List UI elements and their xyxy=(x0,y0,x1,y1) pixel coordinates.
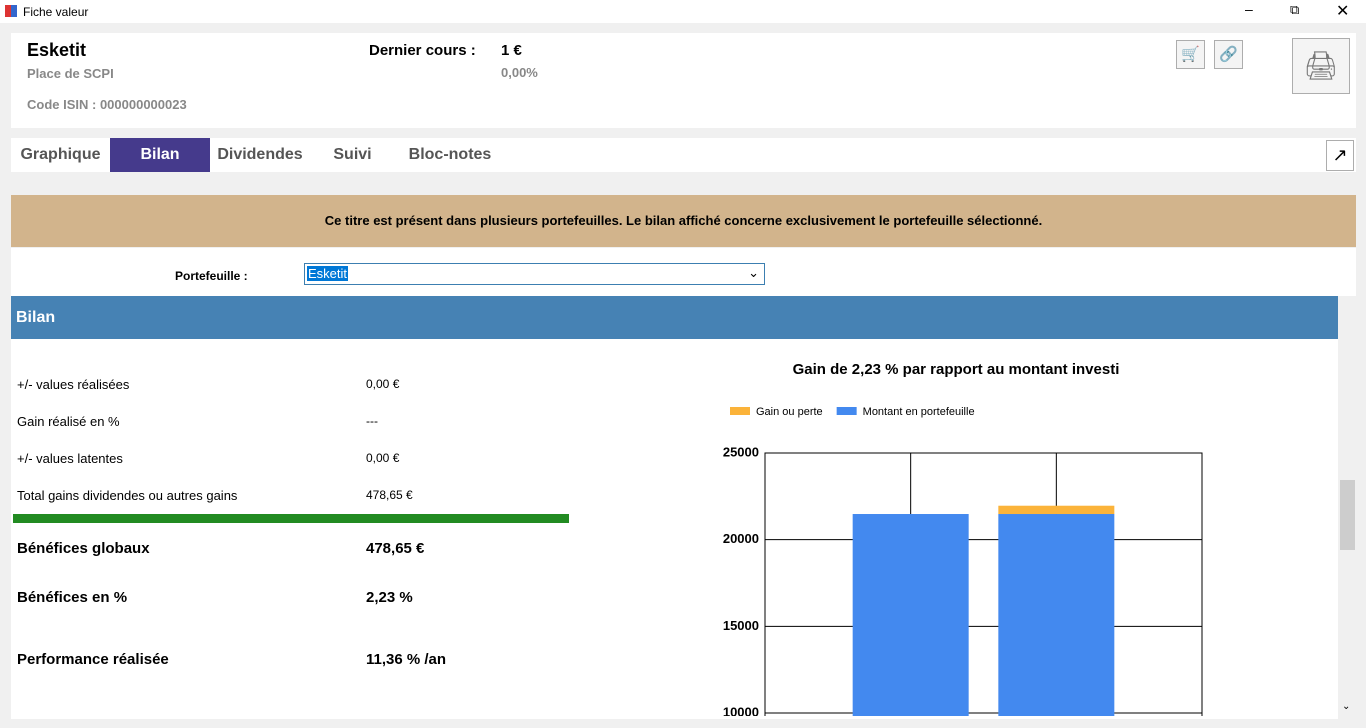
tab[interactable]: Graphique xyxy=(20,146,101,163)
scrollbar[interactable]: ⌄ xyxy=(1339,296,1366,716)
link-button[interactable]: 🔗 xyxy=(1214,40,1243,69)
header-panel: Esketit Place de SCPI Code ISIN : 000000… xyxy=(11,33,1356,128)
title-bar: Fiche valeur – ⧉ ✕ xyxy=(0,0,1366,23)
tab[interactable]: Dividendes xyxy=(217,146,303,163)
isin: Code ISIN : 000000000023 xyxy=(27,97,187,112)
scroll-down[interactable]: ⌄ xyxy=(1342,701,1351,712)
last-price-label: Dernier cours : xyxy=(369,42,476,59)
popout-button[interactable]: ↗ xyxy=(1326,140,1354,171)
y-tick-label: 10000 xyxy=(723,704,759,716)
stock-name: Esketit xyxy=(27,40,87,60)
row-label: +/- values réalisées xyxy=(17,377,130,392)
portfolio-value: Esketit xyxy=(307,266,349,281)
row-value: 478,65 € xyxy=(366,488,413,502)
scroll-thumb[interactable] xyxy=(1340,480,1355,550)
summary-value: 11,36 % /an xyxy=(366,651,447,668)
dropdown-arrow: ⌄ xyxy=(748,265,759,280)
last-price: 1 € xyxy=(501,42,522,59)
portfolio-label: Portefeuille : xyxy=(175,269,248,283)
tab[interactable]: Bloc-notes xyxy=(408,146,492,163)
row-value: 0,00 € xyxy=(366,377,400,391)
y-tick-label: 20000 xyxy=(723,531,759,546)
row-label: Total gains dividendes ou autres gains xyxy=(17,488,238,503)
plot-area xyxy=(764,452,1203,716)
restore[interactable]: ⧉ xyxy=(1290,2,1300,17)
bar-segment xyxy=(998,505,1115,515)
summary-label: Bénéfices globaux xyxy=(17,540,150,557)
stock-type: Place de SCPI xyxy=(27,66,114,81)
app-icon xyxy=(5,5,17,17)
bar-segment xyxy=(852,514,969,716)
legend-label: Montant en portefeuille xyxy=(863,406,975,418)
minimize[interactable]: – xyxy=(1245,1,1253,17)
y-tick-label: 25000 xyxy=(723,444,759,459)
legend-label: Gain ou perte xyxy=(756,406,823,418)
legend-swatch xyxy=(730,407,750,415)
summary-value: 2,23 % xyxy=(366,589,413,606)
summary-label: Bénéfices en % xyxy=(17,589,128,606)
summary-value: 478,65 € xyxy=(366,540,425,557)
price-change: 0,00% xyxy=(501,65,538,80)
bar-segment xyxy=(998,514,1115,716)
row-value: --- xyxy=(366,414,378,428)
tab-bar: ↗ Graphique Bilan Dividendes Suivi Bloc-note… xyxy=(11,138,1356,172)
tab[interactable]: Suivi xyxy=(333,146,372,163)
window-title: Fiche valeur xyxy=(23,5,89,19)
print-button[interactable]: 🖨 xyxy=(1292,38,1350,94)
progress-bar xyxy=(13,514,569,523)
cart-button[interactable]: 🛒 xyxy=(1176,40,1205,69)
notice-banner: Ce titre est présent dans plusieurs port… xyxy=(11,195,1356,247)
portfolio-row: Portefeuille : Esketit ⌄ xyxy=(11,248,1356,296)
legend-swatch xyxy=(836,407,857,415)
portfolio-select[interactable]: Esketit ⌄ xyxy=(304,263,765,285)
section-header: Bilan xyxy=(11,296,1338,339)
tab[interactable]: Bilan xyxy=(110,138,210,172)
close[interactable]: ✕ xyxy=(1336,3,1350,20)
summary-label: Performance réalisée xyxy=(17,651,169,668)
row-label: Gain réalisé en % xyxy=(17,414,120,429)
row-value: 0,00 € xyxy=(366,451,400,465)
chart: Gain de 2,23 % par rapport au montant in… xyxy=(723,361,1203,716)
y-tick-label: 15000 xyxy=(723,618,759,633)
chart-title: Gain de 2,23 % par rapport au montant in… xyxy=(793,361,1120,378)
row-label: +/- values latentes xyxy=(17,451,123,466)
